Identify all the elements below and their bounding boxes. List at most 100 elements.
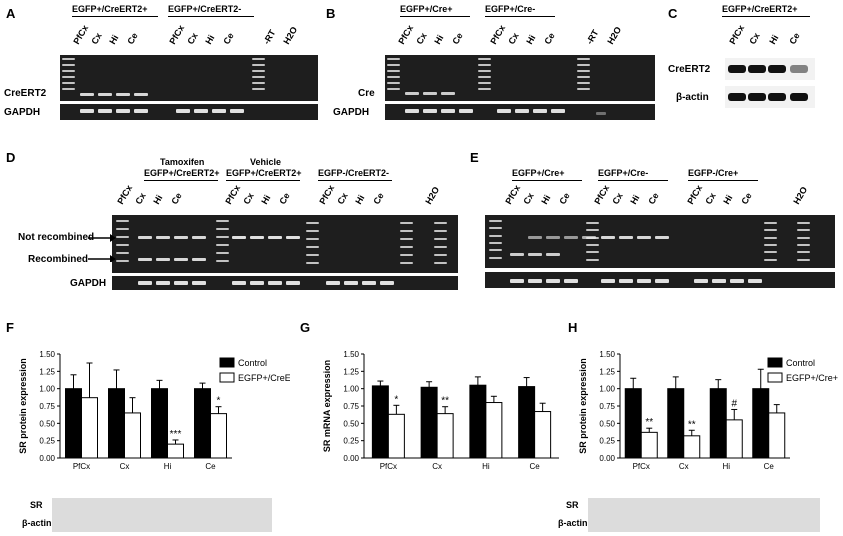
gel-band [98, 93, 112, 96]
western-blot [588, 498, 820, 532]
gel-band [138, 236, 152, 239]
lane-label: Hi [259, 193, 273, 206]
gel-band [268, 281, 282, 285]
lane-label: Ce [739, 191, 754, 206]
bar-chart-g: 0.00 0.25 0.50 0.75 1.00 1.25 1.50 SR mRNA expr… [322, 350, 559, 471]
gel-band [362, 281, 376, 285]
significance-marker: ** [688, 419, 696, 430]
gel-band [306, 230, 319, 232]
panel-label-g: G [300, 320, 311, 335]
gel-band [478, 82, 491, 84]
gel-band [510, 279, 524, 283]
gel-band [380, 281, 394, 285]
group-header: EGFP-/Cre+ [688, 168, 739, 178]
bar [752, 388, 770, 459]
gel-band [216, 260, 229, 262]
lane-label: PfCx [71, 23, 91, 46]
row-label: GAPDH [333, 107, 370, 118]
row-label: Not recombined [18, 232, 95, 243]
bar [420, 386, 438, 459]
y-tick-label: 0.75 [599, 402, 615, 411]
gel-band [619, 279, 633, 283]
gel-band [797, 222, 810, 224]
lane-label: Ce [646, 191, 661, 206]
x-tick-label: Ce [205, 462, 216, 471]
gel-band [577, 58, 590, 60]
bar [485, 402, 503, 459]
bar [387, 413, 405, 459]
y-tick-label: 0.50 [599, 419, 615, 428]
gel-band [478, 70, 491, 72]
gel-band [577, 64, 590, 66]
gel-band [400, 230, 413, 232]
gel-band [601, 236, 615, 239]
gel-band [98, 109, 112, 113]
gel-band [434, 254, 447, 256]
bar [534, 411, 552, 459]
x-tick-label: Cx [432, 462, 442, 471]
gel-band [434, 262, 447, 264]
lane-label: Cx [185, 31, 200, 46]
western-blot [52, 498, 272, 532]
lane-label: -RT [261, 28, 278, 46]
gel-band [478, 88, 491, 90]
lane-label: Ce [557, 191, 572, 206]
blot-band [728, 65, 746, 73]
gel-band [586, 251, 599, 254]
gel-band [252, 82, 265, 84]
gel-band [489, 234, 502, 237]
gel-band [434, 222, 447, 224]
gel-band [764, 258, 777, 261]
group-header: EGFP+/Cre- [485, 4, 536, 14]
lane-label: Hi [107, 33, 121, 46]
panel-label-e: E [470, 150, 479, 165]
gel-band [232, 281, 246, 285]
bar [725, 419, 743, 459]
gel-band [387, 64, 400, 66]
gel-band [577, 76, 590, 78]
gel-band [748, 279, 762, 283]
gel-band [489, 242, 502, 244]
group-header: EGFP+/Cre- [598, 168, 649, 178]
bar-chart-h: 0.00 0.25 0.50 0.75 1.00 1.25 1.50 SR protein e… [578, 350, 838, 471]
gel-band [138, 281, 152, 285]
gel-band [764, 244, 777, 246]
legend-swatch [219, 372, 235, 383]
panel-label-c: C [668, 6, 678, 21]
gel-band [174, 281, 188, 285]
significance-marker: *** [170, 429, 182, 440]
gel-band [116, 260, 129, 262]
gel-band [489, 256, 502, 259]
gel-band [306, 222, 319, 224]
blot-band [790, 65, 808, 73]
gel-band [797, 236, 810, 239]
y-tick-label: 0.00 [599, 454, 615, 463]
legend-label: EGFP+/CreERT2+ [238, 373, 290, 383]
panel-label-d: D [6, 150, 16, 165]
group-header: EGFP+/Cre+ [400, 4, 453, 14]
row-label: GAPDH [4, 107, 41, 118]
lane-label: Cx [335, 191, 350, 206]
gel-band [586, 222, 599, 224]
y-tick-label: 0.50 [39, 419, 55, 428]
gel-band [797, 251, 810, 254]
gel-band [797, 229, 810, 232]
y-tick-label: 1.00 [39, 385, 55, 394]
gel-band [62, 58, 75, 60]
y-tick-label: 0.75 [343, 402, 359, 411]
significance-marker: * [394, 394, 398, 405]
x-tick-label: Ce [764, 462, 775, 471]
lane-label: PfCx [488, 23, 508, 46]
y-tick-label: 0.00 [39, 454, 55, 463]
gel-band [434, 230, 447, 232]
bar [194, 388, 211, 459]
gel-band [252, 76, 265, 78]
gel-band [441, 92, 455, 95]
group-header: EGFP+/CreERT2+ [72, 4, 148, 14]
gel-band [286, 281, 300, 285]
significance-marker: ** [645, 417, 653, 428]
gel-band [586, 229, 599, 232]
group-header: EGFP+/CreERT2+ [722, 4, 798, 14]
gel-band [194, 109, 208, 113]
gel-band [764, 236, 777, 239]
